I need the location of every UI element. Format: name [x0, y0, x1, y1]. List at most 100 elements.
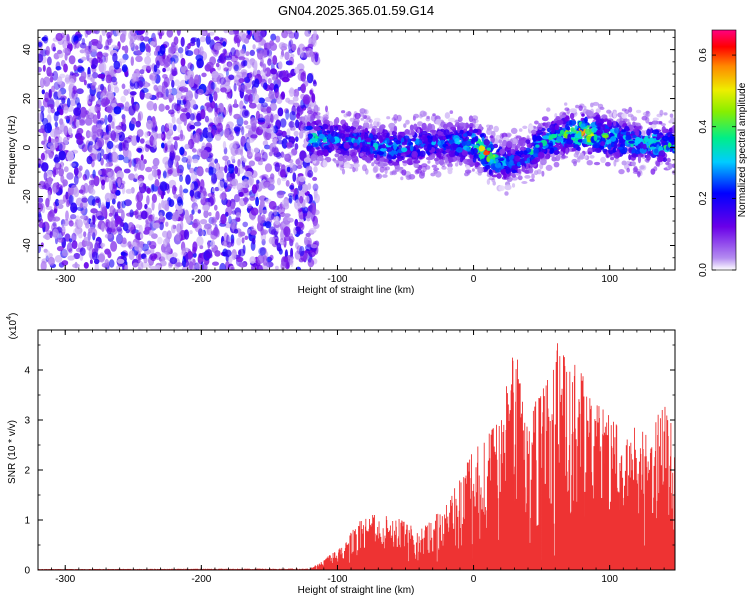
spectrogram-noise-cell	[151, 201, 155, 211]
spectrogram-noise-cell	[49, 231, 53, 239]
spectrogram-noise-cell	[213, 226, 219, 237]
spectrogram-signal-cell	[581, 113, 585, 117]
spectrogram-halo-cell	[637, 171, 641, 178]
spectrogram-noise-cell	[288, 195, 293, 204]
spectrogram-noise-cell	[270, 33, 277, 41]
spectrogram-noise-cell	[127, 241, 132, 248]
spectrogram-noise-cell	[189, 113, 195, 121]
spectrogram-noise-cell	[175, 262, 183, 267]
spectrogram-halo-cell	[521, 181, 528, 184]
spectrogram-halo-cell	[553, 161, 560, 168]
spectrogram-noise-cell	[220, 213, 227, 225]
spectrogram-noise-cell	[159, 44, 166, 55]
spectrogram-noise-cell	[276, 140, 284, 145]
spectrogram-noise-cell	[192, 104, 199, 110]
spectrogram-noise-cell	[255, 183, 259, 191]
spectrogram-signal-cell	[365, 137, 372, 143]
spectrogram-noise-cell	[68, 194, 74, 205]
spectrogram-halo-cell	[316, 106, 321, 112]
spectrogram-noise-cell	[88, 106, 97, 114]
spectrogram-noise-cell	[64, 115, 71, 120]
spectrogram-noise-cell	[73, 174, 79, 185]
colorbar-label: Normalized spectral amplitude	[737, 82, 748, 217]
spectrogram-noise-cell	[176, 223, 182, 234]
spectrogram-signal-cell	[421, 130, 428, 136]
colorbar: 0.00.20.40.6 Normalized spectral amplitu…	[698, 29, 748, 277]
spectrogram-noise-cell	[248, 102, 257, 109]
spectrogram-signal-cell	[555, 116, 561, 120]
spectrogram-noise-cell	[90, 207, 98, 214]
spectrogram-signal-cell	[617, 146, 624, 150]
spectrogram-noise-cell	[147, 173, 154, 181]
spectrogram-signal-cell	[509, 159, 514, 166]
spectrogram-noise-cell	[128, 250, 135, 261]
spectrogram-noise-cell	[191, 171, 198, 182]
spectrogram-noise-cell	[197, 209, 201, 214]
spectrogram-noise-cell	[123, 140, 129, 151]
spectrogram-signal-cell	[351, 155, 359, 163]
spectrogram-noise-cell	[38, 128, 46, 133]
spectrogram-noise-cell	[166, 246, 172, 253]
spectrogram-noise-cell	[219, 77, 226, 85]
spectrogram-halo-cell	[419, 113, 423, 119]
spectrogram-noise-cell	[281, 138, 288, 149]
spectrogram-noise-cell	[278, 61, 283, 70]
spectrogram-noise-cell	[97, 169, 103, 176]
spectrogram-noise-cell	[103, 45, 110, 51]
spectrogram-signal-cell	[644, 135, 649, 143]
spectrogram-noise-cell	[169, 257, 178, 265]
spectrogram-noise-cell	[59, 121, 65, 133]
spectrogram-noise-cell	[92, 125, 98, 137]
spectrogram-noise-cell	[307, 182, 312, 191]
spectrogram-noise-cell	[249, 196, 256, 201]
spectrogram-noise-cell	[227, 134, 235, 141]
spectrogram-noise-cell	[107, 251, 112, 259]
spectrogram-noise-cell	[207, 126, 212, 133]
spectrogram-noise-cell	[268, 91, 277, 100]
spectrogram-noise-cell	[38, 222, 45, 229]
spectrogram-noise-cell	[69, 71, 74, 76]
x-tick-label: 0	[471, 574, 477, 585]
spectrogram-halo-cell	[391, 117, 396, 121]
spectrogram-noise-cell	[238, 78, 245, 84]
spectrogram-noise-cell	[194, 206, 199, 212]
spectrogram-noise-cell	[137, 253, 141, 264]
spectrogram-noise-cell	[224, 221, 232, 229]
spectrogram-noise-cell	[281, 130, 287, 138]
spectrogram-noise-cell	[223, 67, 229, 72]
spectrogram-noise-cell	[80, 71, 87, 80]
spectrogram-signal-cell	[587, 151, 593, 155]
spectrogram-signal-cell	[499, 148, 506, 155]
spectrogram-noise-cell	[309, 89, 313, 95]
spectrogram-noise-cell	[62, 40, 68, 49]
spectrogram-noise-cell	[176, 105, 181, 114]
spectrogram-noise-cell	[113, 84, 118, 90]
spectrogram-noise-cell	[226, 234, 230, 246]
spectrogram-noise-cell	[165, 104, 170, 111]
spectrogram-noise-cell	[295, 119, 300, 129]
spectrogram-noise-cell	[54, 111, 60, 116]
spectrogram-noise-cell	[168, 46, 175, 57]
colorbar-tick-label: 0.0	[698, 263, 709, 277]
spectrogram-noise-cell	[38, 197, 44, 204]
spectrogram-noise-cell	[207, 32, 211, 37]
spectrogram-noise-cell	[177, 196, 183, 206]
spectrogram-noise-cell	[104, 258, 110, 268]
spectrogram-noise-cell	[38, 213, 43, 221]
spectrogram-noise-cell	[152, 138, 157, 149]
spectrogram-halo-cell	[464, 169, 472, 174]
spectrogram-signal-cell	[551, 156, 557, 162]
spectrogram-noise-cell	[223, 109, 229, 116]
spectrogram-noise-cell	[296, 63, 305, 71]
spectrogram-signal-cell	[387, 147, 393, 152]
spectrogram-signal-cell	[478, 145, 485, 152]
spectrogram-noise-cell	[58, 167, 64, 177]
spectrogram-signal-cell	[402, 160, 410, 164]
spectrogram-noise-cell	[161, 199, 165, 209]
spectrogram-halo-cell	[534, 120, 539, 125]
spectrogram-noise-cell	[239, 100, 244, 110]
spectrogram-signal-cell	[537, 151, 545, 159]
spectrogram-noise-cell	[214, 204, 218, 211]
spectrogram-noise-cell	[309, 227, 317, 234]
